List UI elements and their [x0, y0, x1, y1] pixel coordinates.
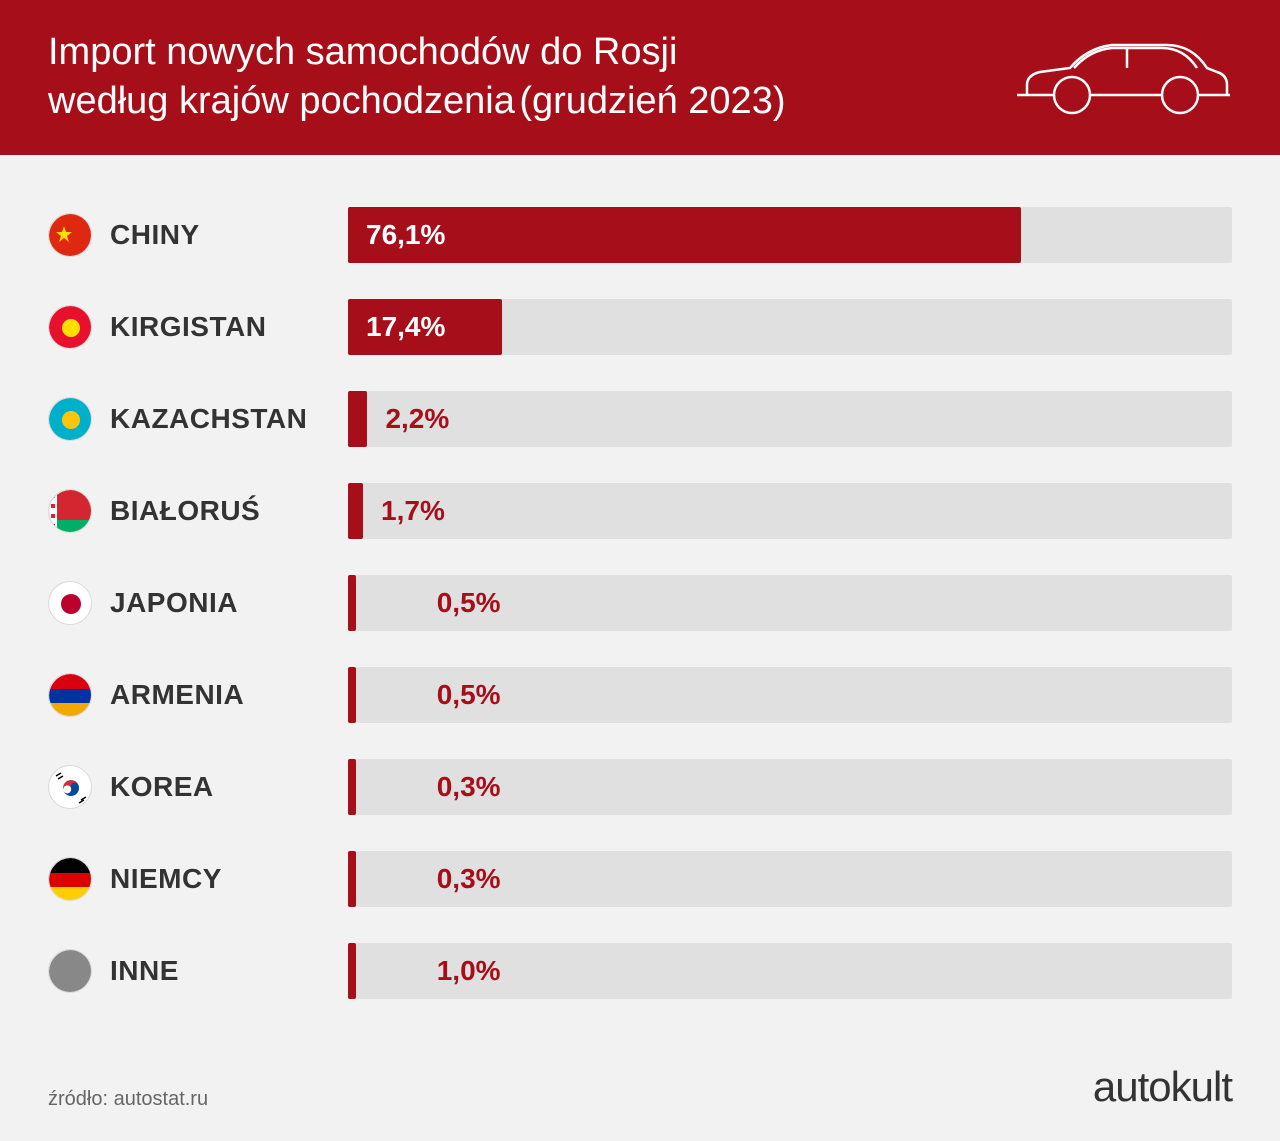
car-icon	[1012, 30, 1232, 125]
row-label: BIAŁORUŚ	[48, 489, 348, 533]
row-label: NIEMCY	[48, 857, 348, 901]
country-name: CHINY	[110, 219, 200, 251]
flag-icon	[48, 765, 92, 809]
chart-header: Import nowych samochodów do Rosji według…	[0, 0, 1280, 155]
bar-track: 1,7%	[348, 483, 1232, 539]
brand-logo: autokult	[1093, 1063, 1232, 1111]
chart-row: KOREA 0,3%	[48, 757, 1232, 817]
row-label: JAPONIA	[48, 581, 348, 625]
country-name: INNE	[110, 955, 179, 987]
bar-track: 17,4%	[348, 299, 1232, 355]
bar-fill	[348, 207, 1021, 263]
bar-track: 1,0%	[348, 943, 1232, 999]
title-line-2: według krajów pochodzenia (grudzień 2023…	[48, 77, 785, 126]
chart-row: JAPONIA 0,5%	[48, 573, 1232, 633]
bar-fill	[348, 575, 356, 631]
bar-fill	[348, 943, 356, 999]
bar-background	[348, 391, 1232, 447]
bar-value-label: 0,5%	[419, 587, 501, 619]
flag-icon	[48, 397, 92, 441]
flag-icon	[48, 857, 92, 901]
row-label: KOREA	[48, 765, 348, 809]
bar-value-label: 0,3%	[419, 863, 501, 895]
chart-footer: źródło: autostat.ru autokult	[0, 1053, 1280, 1141]
bar-fill	[348, 667, 356, 723]
flag-icon	[48, 581, 92, 625]
chart-row: ARMENIA 0,5%	[48, 665, 1232, 725]
row-label: KAZACHSTAN	[48, 397, 348, 441]
chart-area: CHINY 76,1% KIRGISTAN 17,4% KAZACHSTAN 2,2% BI…	[0, 155, 1280, 1053]
chart-row: INNE 1,0%	[48, 941, 1232, 1001]
source-text: źródło: autostat.ru	[48, 1088, 208, 1111]
bar-track: 0,5%	[348, 667, 1232, 723]
bar-track: 0,3%	[348, 759, 1232, 815]
row-label: CHINY	[48, 213, 348, 257]
bar-track: 0,5%	[348, 575, 1232, 631]
title-line-1: Import nowych samochodów do Rosji	[48, 28, 785, 77]
bar-track: 76,1%	[348, 207, 1232, 263]
country-name: BIAŁORUŚ	[110, 495, 260, 527]
country-name: NIEMCY	[110, 863, 222, 895]
title-line-2-bold: według krajów pochodzenia	[48, 80, 515, 122]
country-name: KAZACHSTAN	[110, 403, 307, 435]
flag-icon	[48, 213, 92, 257]
row-label: ARMENIA	[48, 673, 348, 717]
country-name: ARMENIA	[110, 679, 244, 711]
chart-title-block: Import nowych samochodów do Rosji według…	[48, 28, 785, 127]
chart-row: BIAŁORUŚ 1,7%	[48, 481, 1232, 541]
flag-icon	[48, 673, 92, 717]
bar-value-label: 1,7%	[363, 495, 445, 527]
title-line-2-light: (grudzień 2023)	[519, 80, 785, 122]
bar-track: 2,2%	[348, 391, 1232, 447]
flag-icon	[48, 949, 92, 993]
bar-fill	[348, 759, 356, 815]
bar-value-label: 76,1%	[366, 219, 445, 251]
chart-row: KAZACHSTAN 2,2%	[48, 389, 1232, 449]
flag-icon	[48, 489, 92, 533]
bar-track: 0,3%	[348, 851, 1232, 907]
bar-value-label: 17,4%	[366, 311, 445, 343]
country-name: JAPONIA	[110, 587, 238, 619]
row-label: INNE	[48, 949, 348, 993]
bar-background	[348, 483, 1232, 539]
bar-fill	[348, 851, 356, 907]
bar-fill	[348, 483, 363, 539]
country-name: KIRGISTAN	[110, 311, 266, 343]
bar-value-label: 1,0%	[419, 955, 501, 987]
bar-value-label: 0,3%	[419, 771, 501, 803]
chart-row: CHINY 76,1%	[48, 205, 1232, 265]
bar-fill	[348, 391, 367, 447]
bar-value-label: 2,2%	[367, 403, 449, 435]
chart-row: KIRGISTAN 17,4%	[48, 297, 1232, 357]
row-label: KIRGISTAN	[48, 305, 348, 349]
bar-value-label: 0,5%	[419, 679, 501, 711]
chart-row: NIEMCY 0,3%	[48, 849, 1232, 909]
country-name: KOREA	[110, 771, 214, 803]
flag-icon	[48, 305, 92, 349]
